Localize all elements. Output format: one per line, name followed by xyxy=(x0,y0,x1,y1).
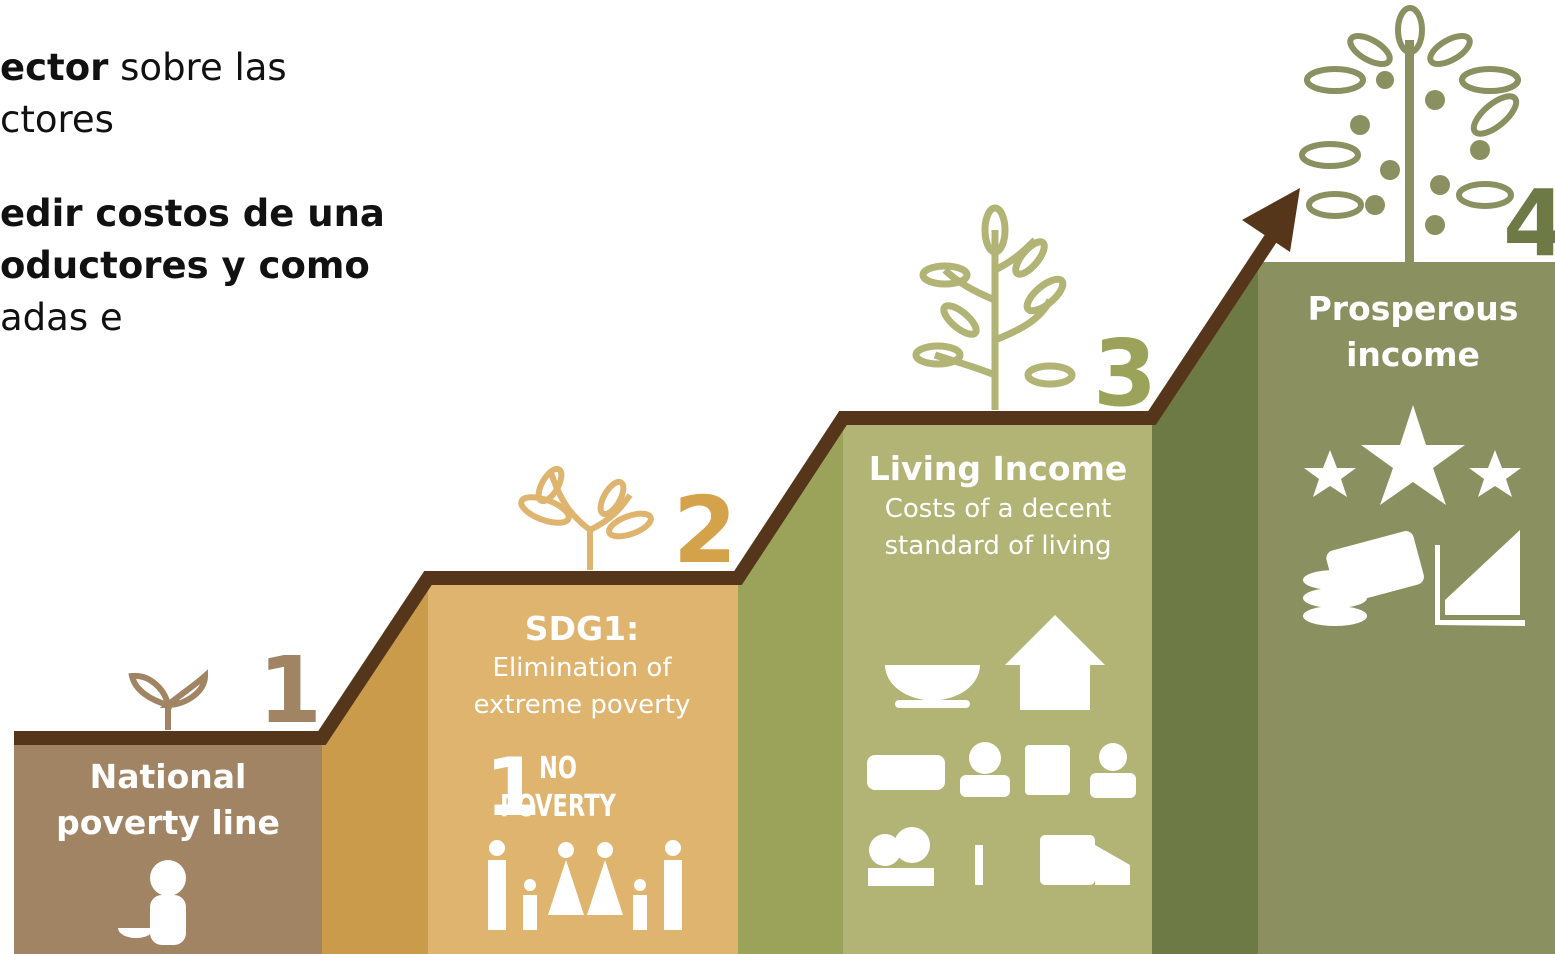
step-number: 1 xyxy=(258,637,322,744)
step-number: 3 xyxy=(1093,320,1157,427)
tree xyxy=(1302,8,1522,262)
riser xyxy=(322,578,428,954)
step-number: 4 xyxy=(1503,170,1555,277)
young-plant xyxy=(916,208,1072,410)
step-subtitle: standard of living xyxy=(885,531,1112,561)
riser xyxy=(1152,262,1258,954)
step-number: 2 xyxy=(673,477,737,584)
goal-text: NO xyxy=(539,751,577,786)
step-title: SDG1: xyxy=(525,609,639,648)
step-title: Prosperous xyxy=(1308,289,1519,328)
step-subtitle: extreme poverty xyxy=(474,690,691,720)
step-subtitle: Costs of a decent xyxy=(885,494,1112,524)
infographic: 1 National poverty line 2 SDG1: Elimination o… xyxy=(0,0,1555,954)
step-title: National xyxy=(90,757,247,796)
step-title: income xyxy=(1346,335,1480,374)
step-subtitle: Elimination of xyxy=(493,653,673,683)
goal-text: POVERTY xyxy=(500,789,616,824)
step-title: poverty line xyxy=(56,803,280,842)
page: ector sobre lasctoresedir costos de unao… xyxy=(0,0,1555,954)
seedling xyxy=(518,465,654,570)
step-title: Living Income xyxy=(869,449,1128,488)
sprout xyxy=(132,676,205,730)
